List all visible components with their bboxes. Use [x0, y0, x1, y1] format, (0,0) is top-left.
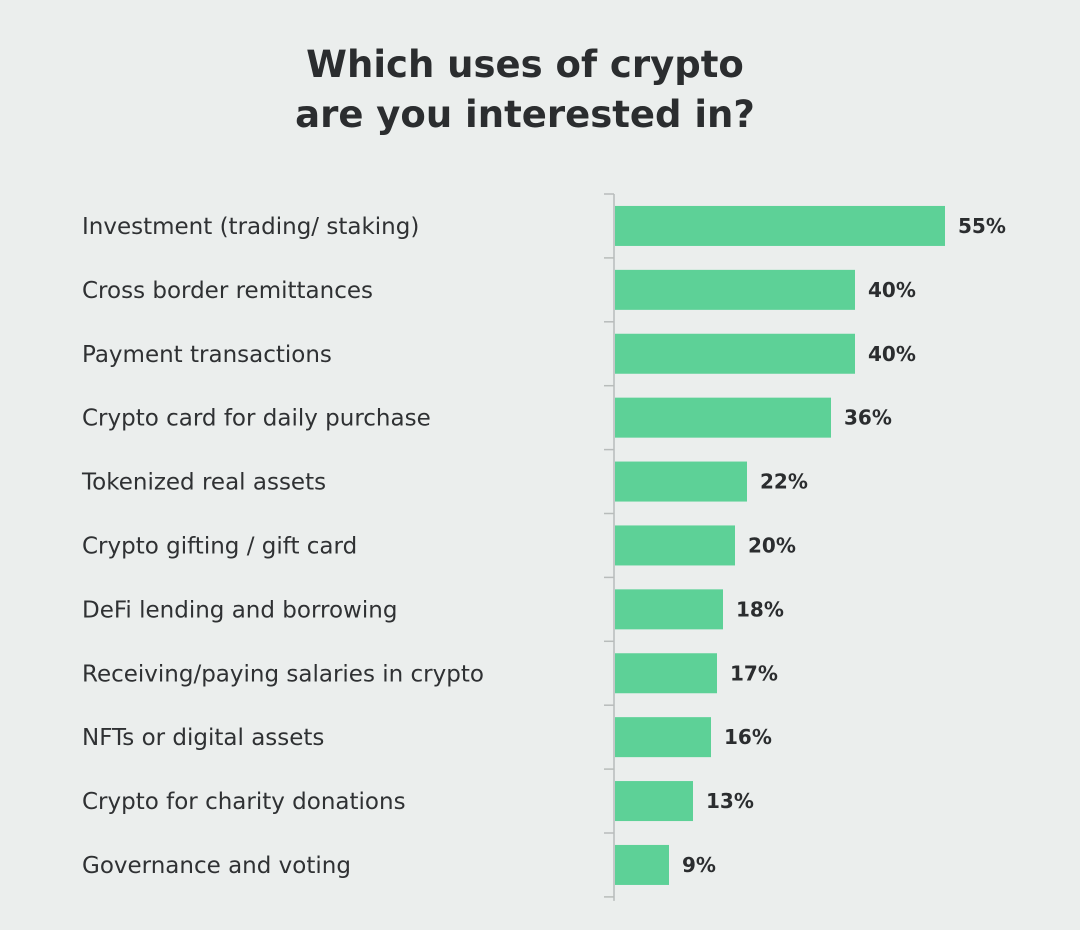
bar — [615, 653, 717, 694]
bar — [615, 717, 711, 758]
bar — [615, 589, 723, 630]
category-label: Crypto card for daily purchase — [82, 406, 431, 432]
bar — [615, 205, 945, 246]
category-label: Receiving/paying salaries in crypto — [82, 661, 484, 687]
bar — [615, 269, 855, 310]
bar-layer — [615, 205, 945, 885]
value-label: 55% — [958, 214, 1006, 238]
value-label: 40% — [868, 278, 916, 302]
value-label: 36% — [844, 406, 892, 430]
chart-title-line-1: Which uses of crypto — [306, 43, 744, 86]
value-label: 20% — [748, 533, 796, 557]
axis-layer — [604, 193, 615, 901]
category-label: Crypto for charity donations — [82, 789, 406, 815]
category-label: Tokenized real assets — [81, 470, 326, 496]
value-label: 9% — [682, 853, 716, 877]
category-label: NFTs or digital assets — [82, 725, 324, 751]
chart-title-line-2: are you interested in? — [295, 93, 755, 136]
category-label: Governance and voting — [82, 853, 351, 879]
label-layer: Investment (trading/ staking) 55% Cross bo… — [81, 214, 1006, 879]
chart-title: Which uses of crypto are you interested … — [0, 40, 1050, 140]
category-label: Investment (trading/ staking) — [82, 214, 419, 240]
bar — [615, 781, 693, 822]
value-label: 22% — [760, 470, 808, 494]
bar — [615, 525, 735, 566]
category-label: Cross border remittances — [82, 278, 373, 304]
bar — [615, 333, 855, 374]
category-label: Payment transactions — [82, 342, 332, 368]
category-label: Crypto gifting / gift card — [82, 533, 357, 559]
bar — [615, 397, 831, 438]
value-label: 16% — [724, 725, 772, 749]
value-label: 18% — [736, 597, 784, 621]
value-label: 13% — [706, 789, 754, 813]
value-label: 17% — [730, 661, 778, 685]
category-label: DeFi lending and borrowing — [82, 597, 397, 623]
value-label: 40% — [868, 342, 916, 366]
bar — [615, 844, 669, 885]
bar — [615, 461, 747, 502]
